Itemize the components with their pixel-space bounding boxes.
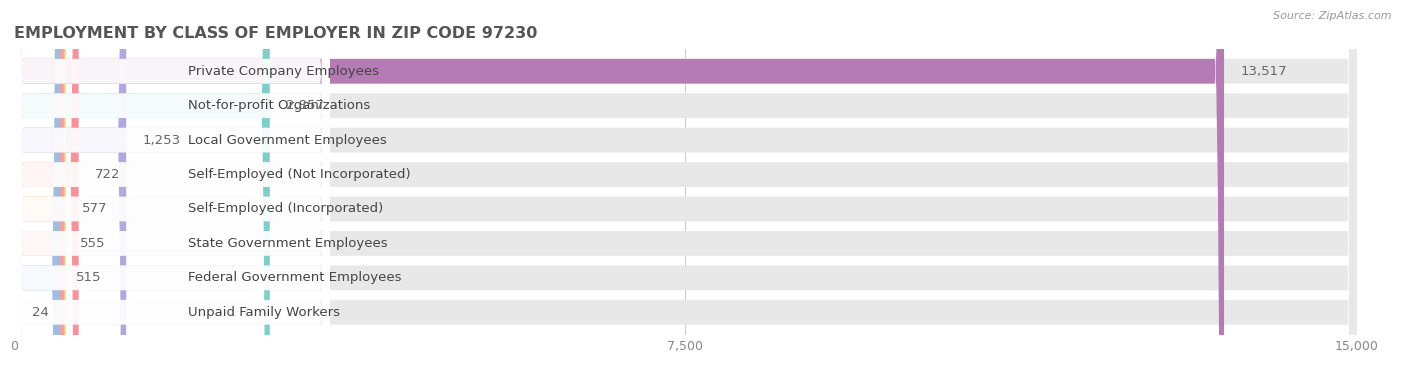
Text: 2,857: 2,857 (285, 99, 323, 112)
FancyBboxPatch shape (14, 0, 63, 376)
Text: 722: 722 (94, 168, 121, 181)
FancyBboxPatch shape (14, 0, 1357, 376)
FancyBboxPatch shape (14, 0, 1357, 376)
FancyBboxPatch shape (14, 0, 329, 376)
FancyBboxPatch shape (14, 0, 17, 376)
FancyBboxPatch shape (14, 0, 1357, 376)
Text: 515: 515 (76, 271, 101, 284)
Text: Federal Government Employees: Federal Government Employees (187, 271, 401, 284)
FancyBboxPatch shape (14, 0, 1225, 376)
FancyBboxPatch shape (14, 0, 329, 376)
FancyBboxPatch shape (14, 0, 127, 376)
Text: 1,253: 1,253 (142, 133, 180, 147)
FancyBboxPatch shape (14, 0, 79, 376)
FancyBboxPatch shape (14, 0, 60, 376)
FancyBboxPatch shape (14, 0, 329, 376)
FancyBboxPatch shape (14, 0, 1357, 376)
Text: Unpaid Family Workers: Unpaid Family Workers (187, 306, 340, 319)
Text: Source: ZipAtlas.com: Source: ZipAtlas.com (1274, 11, 1392, 21)
Text: 577: 577 (82, 202, 107, 215)
FancyBboxPatch shape (14, 0, 66, 376)
Text: Local Government Employees: Local Government Employees (187, 133, 387, 147)
FancyBboxPatch shape (14, 0, 329, 376)
Text: 13,517: 13,517 (1240, 65, 1286, 78)
Text: Private Company Employees: Private Company Employees (187, 65, 378, 78)
FancyBboxPatch shape (14, 0, 329, 376)
FancyBboxPatch shape (14, 0, 329, 376)
Text: Self-Employed (Not Incorporated): Self-Employed (Not Incorporated) (187, 168, 411, 181)
FancyBboxPatch shape (14, 0, 1357, 376)
FancyBboxPatch shape (14, 0, 329, 376)
FancyBboxPatch shape (14, 0, 1357, 376)
Text: Self-Employed (Incorporated): Self-Employed (Incorporated) (187, 202, 382, 215)
Text: State Government Employees: State Government Employees (187, 237, 387, 250)
Text: EMPLOYMENT BY CLASS OF EMPLOYER IN ZIP CODE 97230: EMPLOYMENT BY CLASS OF EMPLOYER IN ZIP C… (14, 26, 537, 41)
FancyBboxPatch shape (14, 0, 270, 376)
Text: Not-for-profit Organizations: Not-for-profit Organizations (187, 99, 370, 112)
FancyBboxPatch shape (14, 0, 329, 376)
FancyBboxPatch shape (14, 0, 1357, 376)
Text: 555: 555 (80, 237, 105, 250)
FancyBboxPatch shape (14, 0, 1357, 376)
Text: 24: 24 (32, 306, 49, 319)
